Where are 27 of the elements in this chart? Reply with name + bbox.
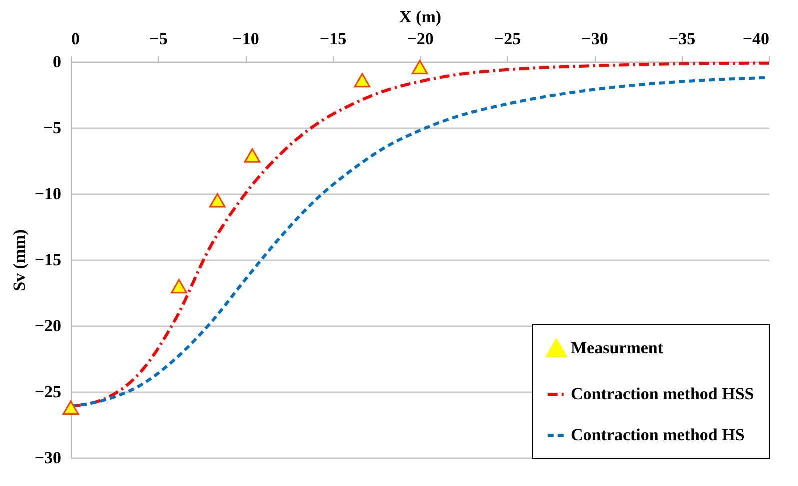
x-tick-label: 0 [72, 30, 80, 48]
y-tick-label: −15 [34, 250, 62, 270]
y-tick-label: 0 [53, 52, 62, 72]
point [209, 193, 226, 208]
x-tick-label: −5 [150, 30, 168, 48]
legend-label: Contraction method HSS [571, 384, 754, 404]
x-tick-label: −15 [320, 30, 347, 48]
y-tick-label: −25 [34, 382, 62, 402]
x-tick-label: −20 [407, 30, 434, 48]
x-tick-label: −10 [232, 30, 260, 48]
x-axis-title: X (m) [399, 8, 442, 26]
legend-label: Contraction method HS [571, 426, 745, 444]
y-tick-label: −20 [34, 316, 62, 336]
y-tick-label: −10 [34, 184, 62, 204]
point [412, 60, 428, 74]
legend-label: Measurment [571, 338, 664, 358]
x-tick-label: −35 [668, 30, 696, 48]
x-tick-label: −25 [494, 30, 522, 48]
point [354, 73, 371, 88]
y-axis-title: Sv (mm) [10, 230, 29, 292]
point [62, 400, 80, 416]
x-tick-label: −30 [582, 30, 608, 48]
point [171, 279, 188, 294]
y-tick-label: −5 [43, 118, 62, 138]
y-tick-label: −30 [34, 448, 62, 468]
point [244, 148, 261, 163]
x-tick-label: −40 [742, 30, 770, 48]
